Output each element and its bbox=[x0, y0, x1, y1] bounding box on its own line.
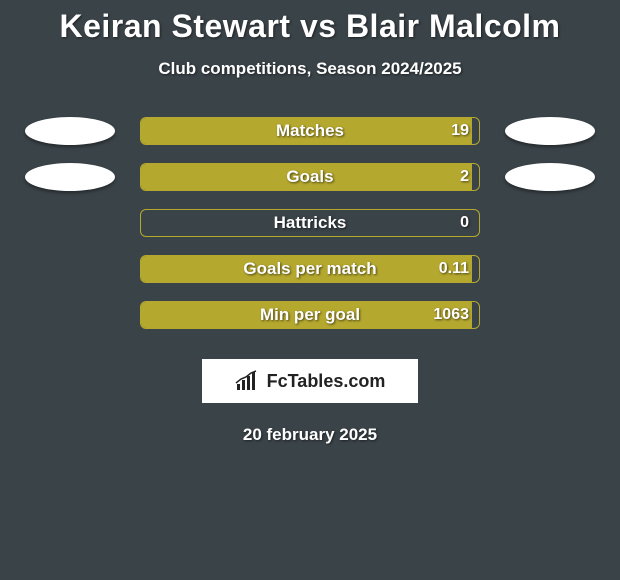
stat-label: Matches bbox=[141, 118, 479, 144]
stat-label: Min per goal bbox=[141, 302, 479, 328]
stat-label: Goals per match bbox=[141, 256, 479, 282]
ellipse-left bbox=[25, 163, 115, 191]
comparison-infographic: Keiran Stewart vs Blair Malcolm Club com… bbox=[0, 0, 620, 445]
ellipse-left bbox=[25, 117, 115, 145]
stat-row: Hattricks0 bbox=[0, 209, 620, 237]
ellipse-right bbox=[505, 163, 595, 191]
stat-bar: Min per goal1063 bbox=[140, 301, 480, 329]
date-text: 20 february 2025 bbox=[0, 425, 620, 445]
title-player1: Keiran Stewart bbox=[59, 8, 290, 44]
brand-text: FcTables.com bbox=[267, 371, 386, 392]
stat-row: Min per goal1063 bbox=[0, 301, 620, 329]
brand-box: FcTables.com bbox=[202, 359, 418, 403]
page-title: Keiran Stewart vs Blair Malcolm bbox=[0, 8, 620, 45]
stat-row: Goals per match0.11 bbox=[0, 255, 620, 283]
title-vs: vs bbox=[300, 8, 337, 44]
stat-value: 2 bbox=[460, 164, 469, 190]
ellipse-right bbox=[505, 117, 595, 145]
stat-row: Goals2 bbox=[0, 163, 620, 191]
stat-value: 19 bbox=[451, 118, 469, 144]
stat-row: Matches19 bbox=[0, 117, 620, 145]
title-player2: Blair Malcolm bbox=[346, 8, 561, 44]
stat-label: Hattricks bbox=[141, 210, 479, 236]
stat-rows: Matches19 Goals2 Hattricks0 Goals per match… bbox=[0, 117, 620, 329]
stat-bar: Matches19 bbox=[140, 117, 480, 145]
chart-icon bbox=[235, 370, 261, 392]
subtitle: Club competitions, Season 2024/2025 bbox=[0, 59, 620, 79]
stat-value: 1063 bbox=[433, 302, 469, 328]
stat-bar: Hattricks0 bbox=[140, 209, 480, 237]
stat-bar: Goals per match0.11 bbox=[140, 255, 480, 283]
stat-label: Goals bbox=[141, 164, 479, 190]
stat-value: 0 bbox=[460, 210, 469, 236]
stat-bar: Goals2 bbox=[140, 163, 480, 191]
stat-value: 0.11 bbox=[439, 256, 469, 282]
